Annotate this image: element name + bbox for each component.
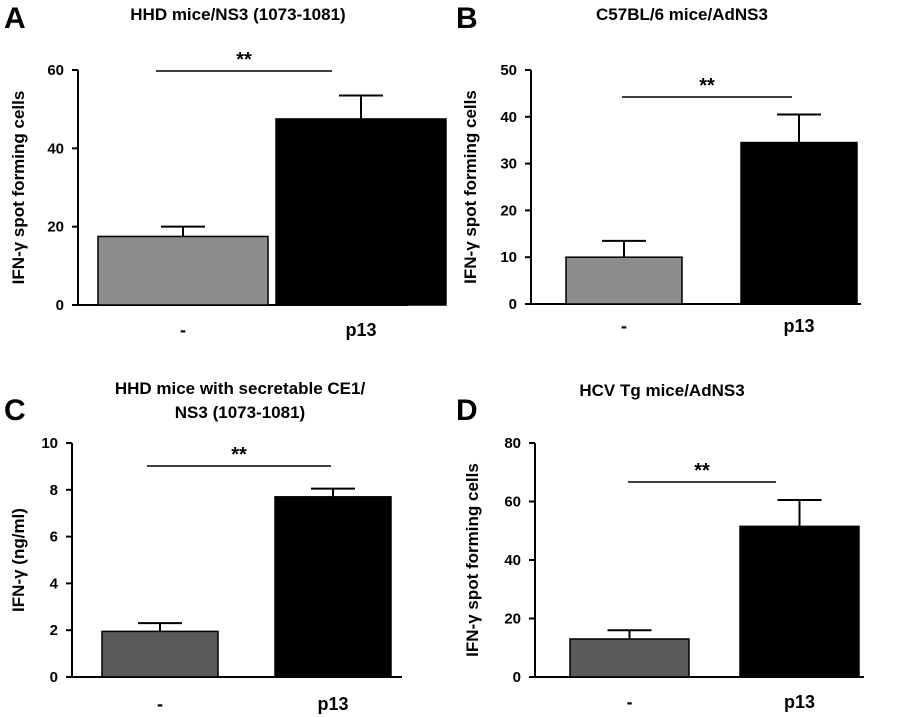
panel-b: B C57BL/6 mice/AdNS3 IFN-γ spot forming ce…	[456, 2, 861, 336]
y-tick-label: 2	[50, 622, 58, 639]
y-tick-label: 8	[50, 482, 58, 499]
y-tick-label: 40	[500, 109, 517, 126]
y-tick-label: 60	[47, 62, 64, 79]
bar	[739, 525, 860, 678]
y-tick-label: 40	[47, 140, 64, 157]
y-tick-label: 4	[50, 575, 59, 592]
bar	[565, 256, 683, 305]
chart-title: HHD mice with secretable CE1/	[115, 379, 366, 398]
y-tick-label: 20	[500, 202, 517, 219]
x-tick-label: p13	[784, 692, 815, 712]
chart-title: HCV Tg mice/AdNS3	[579, 381, 744, 400]
significance-label: **	[236, 49, 252, 71]
chart-title: HHD mice/NS3 (1073-1081)	[130, 5, 345, 24]
x-tick-label: p13	[345, 320, 376, 340]
panel-letter: D	[456, 394, 478, 427]
y-axis-label: IFN-γ spot forming cells	[463, 463, 482, 657]
panel-letter: B	[456, 2, 478, 35]
bar	[101, 630, 219, 678]
y-tick-label: 30	[500, 156, 517, 173]
panel-c: C HHD mice with secretable CE1/NS3 (1073-…	[4, 379, 402, 714]
y-tick-label: 40	[504, 552, 521, 569]
y-tick-label: 60	[504, 494, 521, 511]
bar	[569, 638, 690, 678]
y-axis-label: IFN-γ spot forming cells	[461, 90, 480, 284]
chart-title: NS3 (1073-1081)	[175, 403, 305, 422]
bar	[740, 141, 858, 305]
y-tick-label: 50	[500, 62, 517, 79]
y-axis-label: IFN-γ spot forming cells	[9, 91, 28, 285]
panel-a: A HHD mice/NS3 (1073-1081) IFN-γ spot form…	[4, 2, 447, 340]
y-tick-label: 10	[41, 435, 58, 452]
significance-label: **	[694, 460, 710, 482]
y-tick-label: 0	[509, 296, 517, 313]
y-axis-label: IFN-γ (ng/ml)	[9, 508, 28, 612]
panel-d: D HCV Tg mice/AdNS3 IFN-γ spot forming cel…	[456, 381, 864, 712]
bar	[275, 118, 447, 306]
y-tick-label: 80	[504, 435, 521, 452]
panel-letter: C	[4, 394, 26, 427]
x-tick-label: p13	[317, 694, 348, 714]
panel-letter: A	[4, 2, 26, 35]
x-tick-label: p13	[783, 316, 814, 336]
significance-label: **	[231, 444, 247, 466]
y-tick-label: 0	[56, 297, 64, 314]
y-tick-label: 6	[50, 529, 58, 546]
x-tick-label: -	[157, 694, 163, 714]
x-tick-label: -	[627, 692, 633, 712]
y-tick-label: 20	[47, 219, 64, 236]
bar	[97, 235, 269, 306]
y-tick-label: 0	[513, 669, 521, 686]
x-tick-label: -	[180, 320, 186, 340]
y-tick-label: 10	[500, 249, 517, 266]
significance-label: **	[699, 75, 715, 97]
y-tick-label: 20	[504, 611, 521, 628]
bar	[274, 496, 392, 678]
y-tick-label: 0	[50, 669, 58, 686]
chart-title: C57BL/6 mice/AdNS3	[596, 5, 768, 24]
x-tick-label: -	[621, 316, 627, 336]
